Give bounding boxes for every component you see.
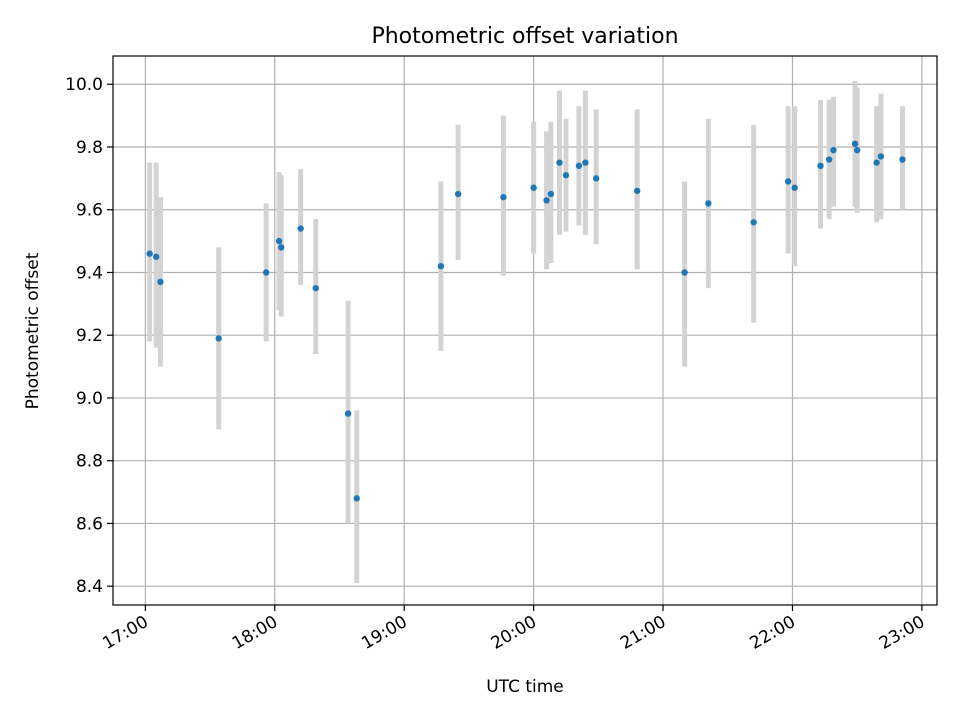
y-tick-label: 9.4 <box>76 263 103 283</box>
data-point <box>784 178 792 185</box>
y-axis-label: Photometric offset <box>23 252 43 409</box>
data-point <box>500 193 507 201</box>
grid <box>113 56 937 605</box>
x-tick-label: 22:00 <box>747 612 799 654</box>
data-point <box>817 162 824 169</box>
data-point <box>750 219 757 226</box>
data-point <box>575 162 583 169</box>
data-point <box>152 253 160 260</box>
y-axis-ticks: 8.4 8.6 8.8 9.0 9.2 9.4 9.6 9.8 10.0 <box>65 75 113 597</box>
y-tick-label: 9.6 <box>76 201 103 221</box>
y-tick-label: 8.6 <box>76 514 103 534</box>
data-point <box>275 237 283 245</box>
data-point <box>547 190 555 198</box>
data-point <box>562 172 570 179</box>
x-tick-label: 23:00 <box>876 612 928 654</box>
data-point <box>592 175 600 182</box>
data-point <box>825 156 833 163</box>
data-point <box>582 159 589 166</box>
data-point <box>556 159 563 166</box>
data-point <box>853 146 861 154</box>
data-points <box>146 140 906 502</box>
x-tick-label: 20:00 <box>488 612 540 654</box>
data-point <box>530 184 537 191</box>
data-point <box>146 250 153 257</box>
data-point <box>353 495 360 502</box>
data-point <box>873 159 880 166</box>
x-axis-ticks: 17:00 18:00 19:00 20:00 21:00 22:00 23:00 <box>99 605 928 654</box>
data-point <box>543 197 550 204</box>
data-point <box>157 278 164 286</box>
data-point <box>830 146 837 154</box>
data-point <box>705 200 712 207</box>
data-point <box>633 187 641 195</box>
chart-title: Photometric offset variation <box>371 24 678 49</box>
y-tick-label: 8.8 <box>76 452 103 472</box>
data-point <box>278 244 285 251</box>
data-point <box>877 153 885 160</box>
data-point <box>454 190 462 198</box>
data-point <box>312 284 319 292</box>
x-tick-label: 19:00 <box>358 612 410 654</box>
x-tick-label: 17:00 <box>99 612 151 654</box>
x-axis-label: UTC time <box>486 677 564 697</box>
data-point <box>297 225 304 232</box>
data-point <box>262 269 270 276</box>
data-point <box>344 410 352 417</box>
y-tick-label: 9.0 <box>76 389 103 409</box>
data-point <box>791 184 798 191</box>
y-tick-label: 9.8 <box>76 138 103 158</box>
x-tick-label: 21:00 <box>617 612 669 654</box>
data-point <box>681 269 688 276</box>
data-point <box>437 262 445 270</box>
y-tick-label: 9.2 <box>76 326 103 346</box>
error-bars <box>147 81 905 584</box>
data-point <box>899 156 906 163</box>
x-tick-label: 18:00 <box>229 612 281 654</box>
y-tick-label: 10.0 <box>65 75 103 95</box>
data-point <box>851 140 859 148</box>
data-point <box>215 335 222 342</box>
plot-frame <box>112 55 938 606</box>
y-tick-label: 8.4 <box>76 577 103 597</box>
